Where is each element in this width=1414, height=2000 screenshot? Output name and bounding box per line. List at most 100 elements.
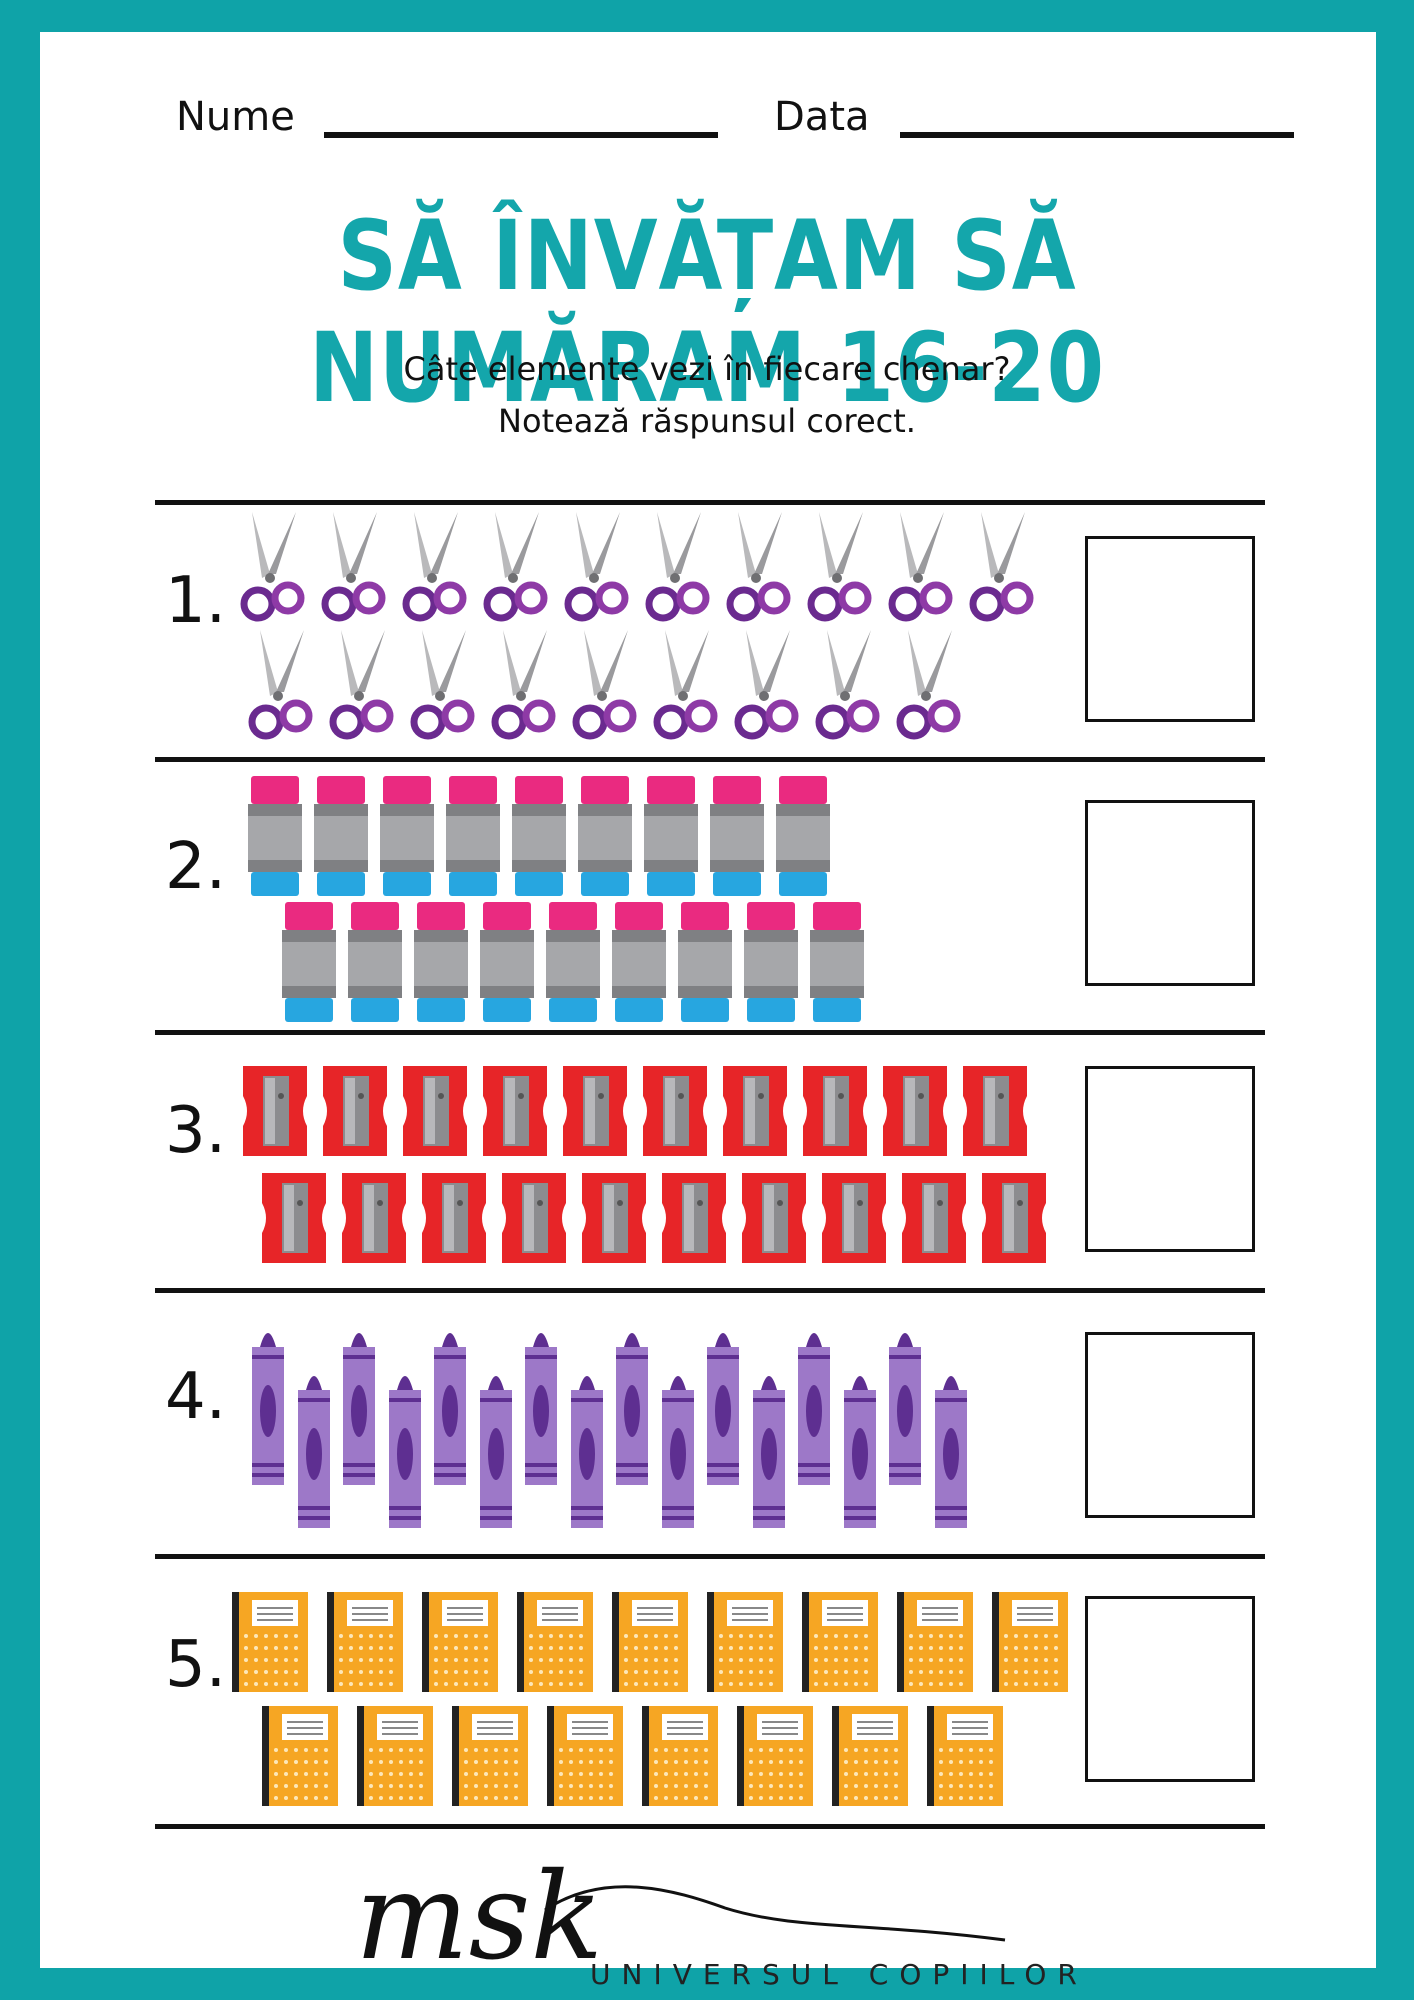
logo-tagline: UNIVERSUL COPIILOR — [590, 1958, 1088, 1991]
scissors-icon — [321, 630, 401, 740]
crayon-icon — [252, 1333, 284, 1485]
exercise-number: 2. — [165, 830, 227, 904]
sharpener-icon — [403, 1066, 467, 1156]
scissors-icon — [564, 630, 644, 740]
divider — [155, 1824, 1265, 1829]
eraser-icon — [248, 776, 302, 896]
sharpener-icon — [563, 1066, 627, 1156]
notebook-icon — [707, 1592, 783, 1692]
scissors-icon — [799, 512, 879, 622]
crayon-icon — [389, 1376, 421, 1528]
eraser-icon — [314, 776, 368, 896]
sharpener-icon — [323, 1066, 387, 1156]
crayon-icon — [616, 1333, 648, 1485]
notebook-icon — [992, 1592, 1068, 1692]
instruction-line-2: Notează răspunsul corect. — [498, 402, 916, 440]
notebook-icon — [327, 1592, 403, 1692]
sharpener-icon — [822, 1173, 886, 1263]
scissors-icon — [807, 630, 887, 740]
notebook-icon — [547, 1706, 623, 1806]
eraser-icon — [414, 902, 468, 1022]
scissors-icon — [556, 512, 636, 622]
scissors-icon — [888, 630, 968, 740]
notebook-icon — [232, 1592, 308, 1692]
exercise-number: 4. — [165, 1360, 227, 1434]
sharpener-icon — [243, 1066, 307, 1156]
exercise-number: 5. — [165, 1628, 227, 1702]
scissors-icon — [232, 512, 312, 622]
eraser-icon — [546, 902, 600, 1022]
answer-box-4[interactable] — [1085, 1332, 1255, 1518]
notebook-icon — [612, 1592, 688, 1692]
crayon-icon — [707, 1333, 739, 1485]
crayon-icon — [662, 1376, 694, 1528]
sharpener-icon — [963, 1066, 1027, 1156]
scissors-icon — [240, 630, 320, 740]
divider — [155, 1288, 1265, 1293]
scissors-icon — [475, 512, 555, 622]
crayon-icon — [298, 1376, 330, 1528]
eraser-icon — [348, 902, 402, 1022]
sharpener-icon — [803, 1066, 867, 1156]
answer-box-3[interactable] — [1085, 1066, 1255, 1252]
eraser-icon — [644, 776, 698, 896]
crayon-icon — [935, 1376, 967, 1528]
eraser-icon — [446, 776, 500, 896]
notebook-icon — [927, 1706, 1003, 1806]
sharpener-icon — [262, 1173, 326, 1263]
scissors-icon — [637, 512, 717, 622]
exercise-number: 1. — [165, 564, 227, 638]
notebook-icon — [452, 1706, 528, 1806]
sharpener-icon — [742, 1173, 806, 1263]
scissors-icon — [645, 630, 725, 740]
notebook-icon — [422, 1592, 498, 1692]
crayon-icon — [753, 1376, 785, 1528]
scissors-icon — [961, 512, 1041, 622]
notebook-icon — [897, 1592, 973, 1692]
sharpener-icon — [502, 1173, 566, 1263]
msk-logo: msk — [355, 1848, 1006, 1987]
eraser-icon — [480, 902, 534, 1022]
crayon-icon — [889, 1333, 921, 1485]
crayon-icon — [844, 1376, 876, 1528]
notebook-icon — [642, 1706, 718, 1806]
divider — [155, 757, 1265, 762]
sharpener-icon — [723, 1066, 787, 1156]
instruction-line-1: Câte elemente vezi în fiecare chenar? — [403, 350, 1011, 388]
notebook-icon — [262, 1706, 338, 1806]
sharpener-icon — [643, 1066, 707, 1156]
sharpener-icon — [902, 1173, 966, 1263]
date-label: Data — [774, 94, 870, 140]
sharpener-icon — [422, 1173, 486, 1263]
eraser-icon — [744, 902, 798, 1022]
eraser-icon — [512, 776, 566, 896]
scissors-icon — [402, 630, 482, 740]
crayon-icon — [525, 1333, 557, 1485]
eraser-icon — [678, 902, 732, 1022]
crayon-icon — [480, 1376, 512, 1528]
eraser-icon — [776, 776, 830, 896]
sharpener-icon — [483, 1066, 547, 1156]
divider — [155, 1030, 1265, 1035]
crayon-icon — [434, 1333, 466, 1485]
divider — [155, 500, 1265, 505]
notebook-icon — [802, 1592, 878, 1692]
answer-box-5[interactable] — [1085, 1596, 1255, 1782]
svg-text:msk: msk — [355, 1848, 603, 1987]
notebook-icon — [357, 1706, 433, 1806]
scissors-icon — [313, 512, 393, 622]
scissors-icon — [880, 512, 960, 622]
notebook-icon — [517, 1592, 593, 1692]
date-line[interactable] — [900, 132, 1294, 138]
divider — [155, 1554, 1265, 1559]
answer-box-2[interactable] — [1085, 800, 1255, 986]
sharpener-icon — [582, 1173, 646, 1263]
name-line[interactable] — [324, 132, 718, 138]
scissors-icon — [726, 630, 806, 740]
notebook-icon — [737, 1706, 813, 1806]
eraser-icon — [710, 776, 764, 896]
crayon-icon — [571, 1376, 603, 1528]
eraser-icon — [810, 902, 864, 1022]
answer-box-1[interactable] — [1085, 536, 1255, 722]
name-label: Nume — [176, 94, 295, 140]
